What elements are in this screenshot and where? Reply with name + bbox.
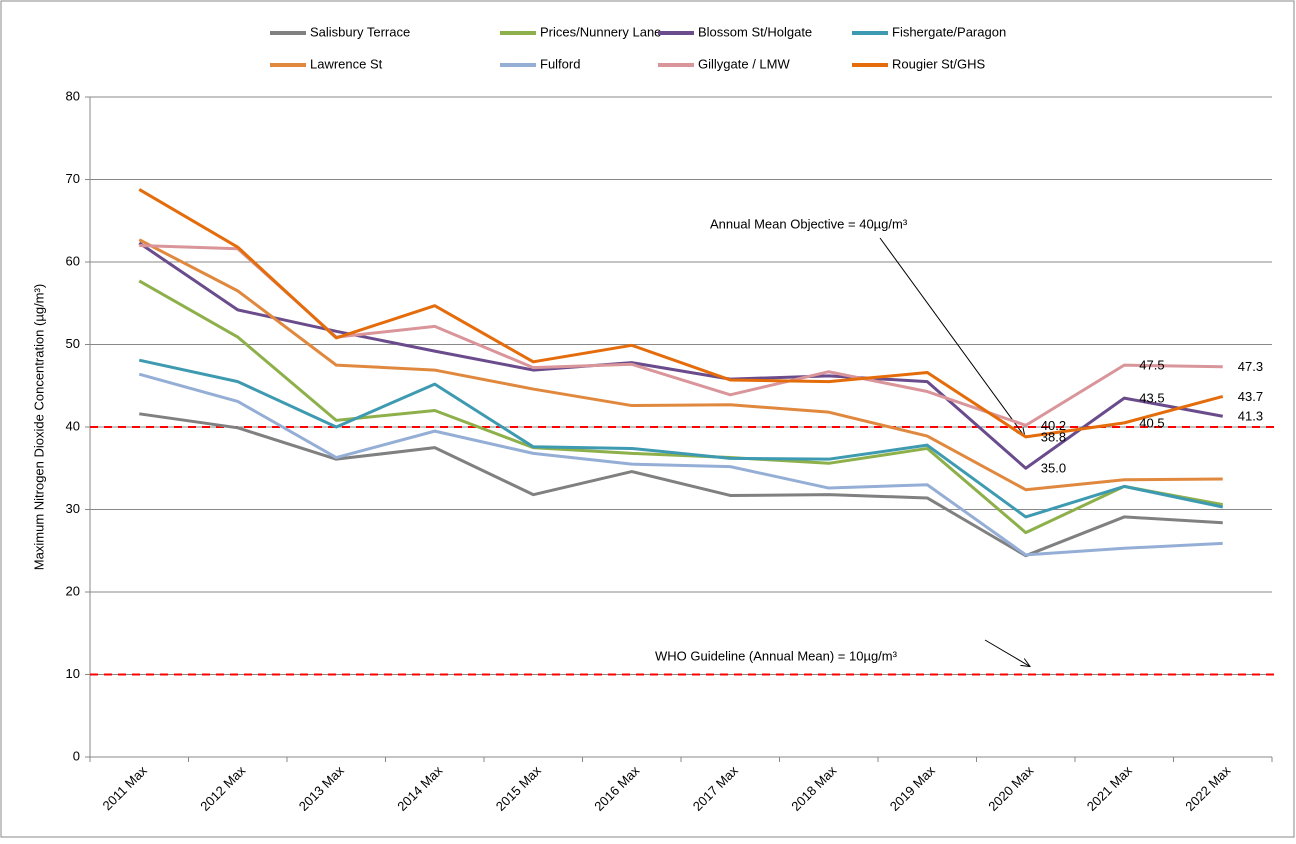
- y-tick-label: 60: [66, 253, 80, 268]
- data-label: 41.3: [1238, 409, 1263, 424]
- legend-label: Prices/Nunnery Lane: [540, 24, 661, 39]
- data-label: 47.3: [1238, 359, 1263, 374]
- y-tick-label: 50: [66, 336, 80, 351]
- series-line: [138, 188, 1224, 439]
- data-label: 35.0: [1041, 461, 1066, 476]
- y-tick-label: 80: [66, 88, 80, 103]
- data-label: 43.5: [1139, 391, 1164, 406]
- y-tick-label: 30: [66, 501, 80, 516]
- series-line: [138, 238, 1223, 492]
- series-line: [138, 358, 1224, 519]
- data-label: 47.5: [1139, 358, 1164, 373]
- legend-label: Fishergate/Paragon: [892, 24, 1006, 39]
- annotation: WHO Guideline (Annual Mean) = 10µg/m³: [655, 648, 898, 663]
- series-line: [138, 279, 1224, 535]
- annotation: Annual Mean Objective = 40µg/m³: [710, 216, 908, 231]
- y-tick-label: 0: [73, 748, 80, 763]
- legend-label: Salisbury Terrace: [310, 24, 410, 39]
- data-label: 40.2: [1041, 418, 1066, 433]
- legend-label: Fulford: [540, 56, 580, 71]
- series-line: [139, 412, 1223, 558]
- data-label: 40.5: [1139, 415, 1164, 430]
- legend-label: Blossom St/Holgate: [698, 24, 812, 39]
- legend-label: Lawrence St: [310, 56, 383, 71]
- series-line: [138, 241, 1224, 470]
- annotation-arrow: [879, 237, 1025, 437]
- data-label: 38.8: [1041, 429, 1066, 444]
- data-label: 43.7: [1238, 389, 1263, 404]
- legend-label: Rougier St/GHS: [892, 56, 986, 71]
- y-tick-label: 10: [66, 666, 80, 681]
- y-tick-label: 70: [66, 171, 80, 186]
- y-tick-label: 40: [66, 418, 80, 433]
- legend-label: Gillygate / LMW: [698, 56, 790, 71]
- y-tick-label: 20: [66, 583, 80, 598]
- series-line: [138, 372, 1223, 557]
- annotation-arrow: [984, 639, 1030, 667]
- y-axis-label: Maximum Nitrogen Dioxide Concentration (…: [31, 284, 46, 570]
